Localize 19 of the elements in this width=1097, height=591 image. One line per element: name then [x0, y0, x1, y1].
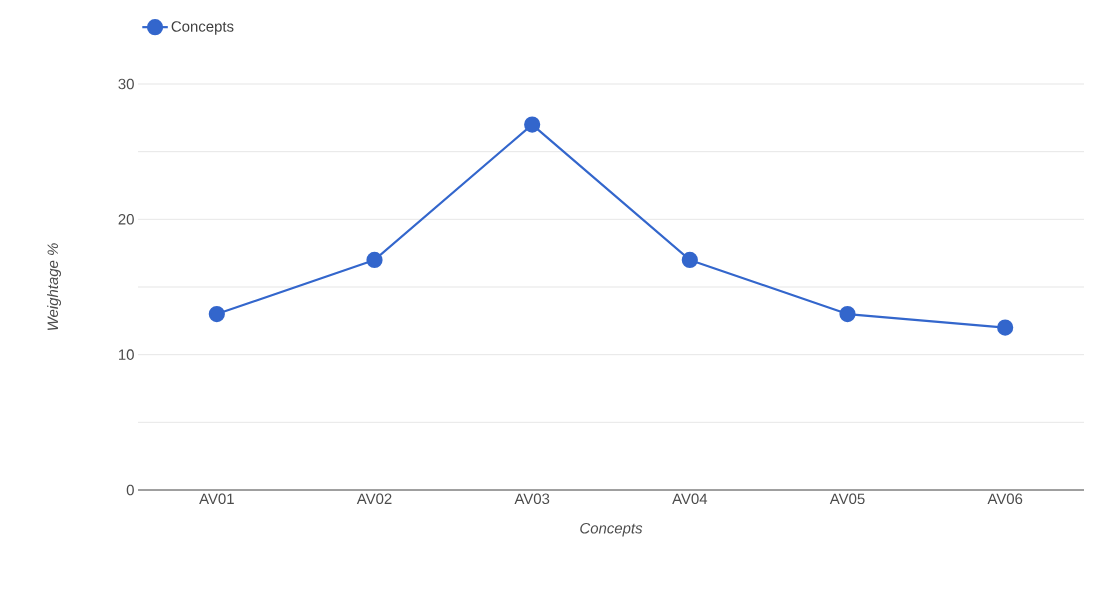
legend-label: Concepts: [171, 21, 234, 35]
x-tick-label: AV01: [199, 493, 234, 505]
y-tick-label: 20: [118, 214, 134, 225]
x-tick-label: AV02: [356, 493, 392, 505]
x-tick-label: AV05: [829, 493, 865, 505]
point: [208, 305, 225, 323]
point: [839, 305, 856, 323]
y-axis-title: Weightage %: [47, 243, 62, 331]
x-tick-label: AV04: [672, 493, 708, 505]
y-tick-label: 30: [118, 78, 134, 90]
point: [366, 251, 383, 269]
point: [997, 319, 1014, 336]
x-axis-title: Concepts: [580, 522, 643, 537]
point: [524, 116, 541, 133]
x-tick-label: AV06: [987, 493, 1023, 505]
y-tick-label: 0: [126, 484, 134, 496]
y-tick-label: 10: [119, 349, 134, 360]
x-tick-label: AV03: [514, 493, 550, 505]
point: [681, 251, 698, 269]
